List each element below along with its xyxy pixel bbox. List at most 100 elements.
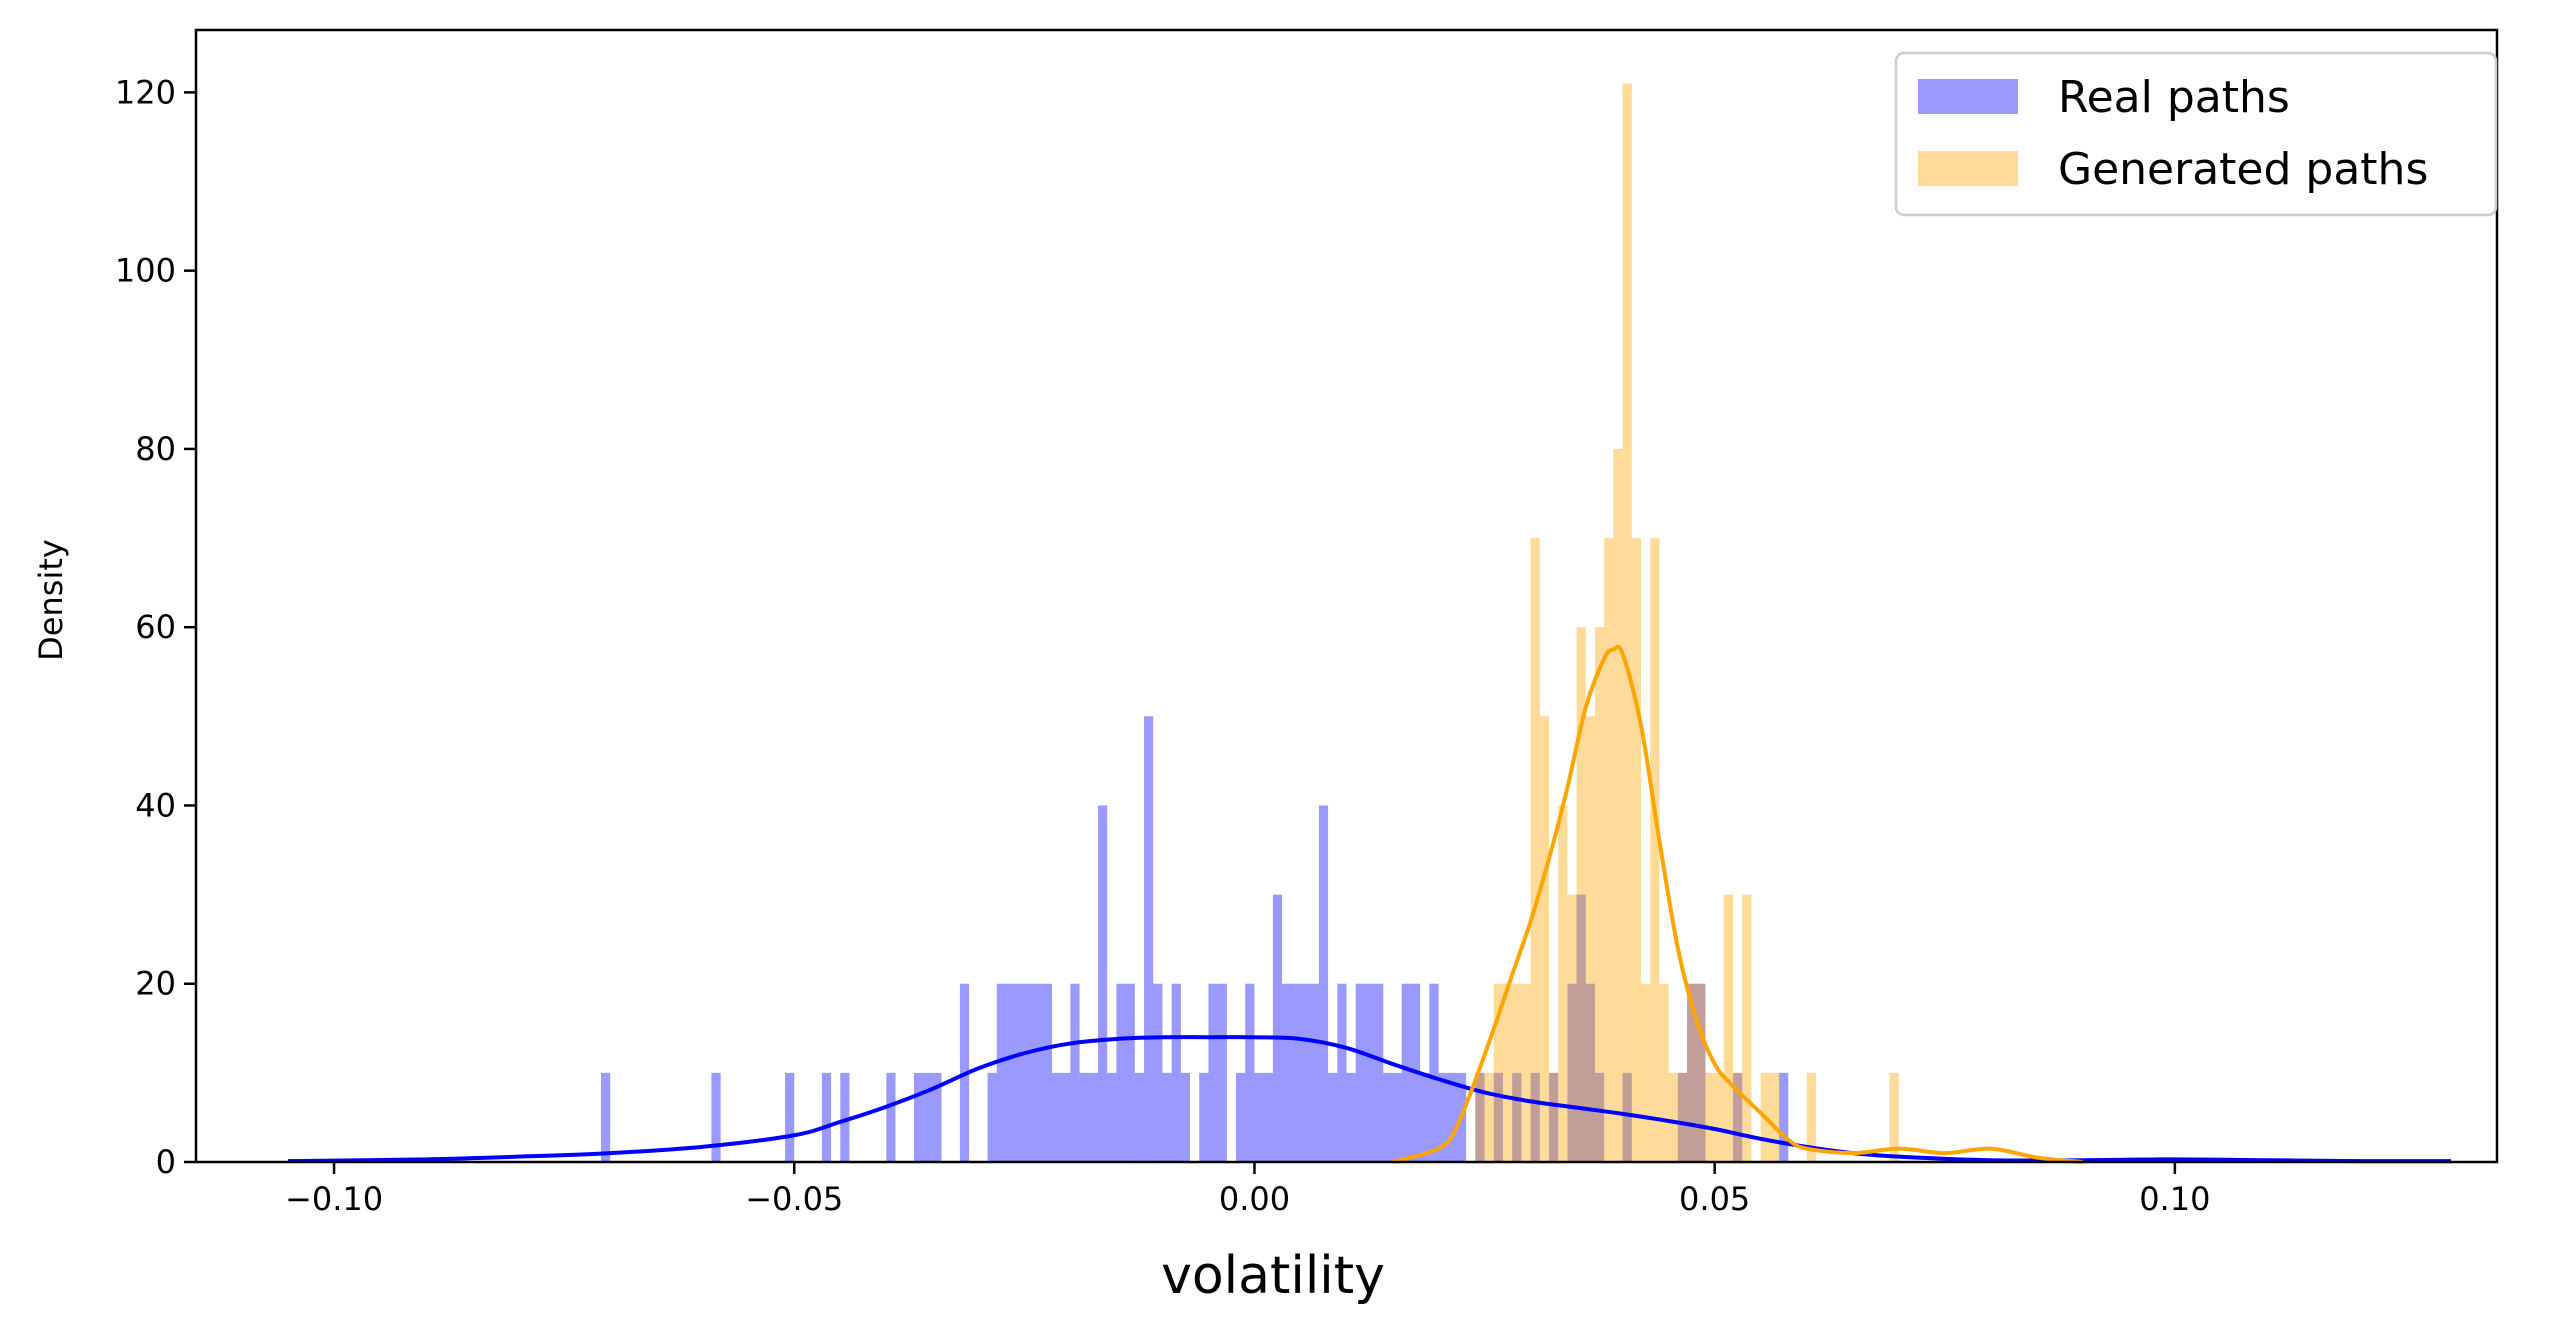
generated-paths-bar-20 (1659, 983, 1669, 1162)
real-paths-bar-1 (711, 1072, 721, 1162)
real-paths-bar-57 (1438, 1072, 1448, 1162)
y-axis-ticks: 0 20 40 60 80 100 120 (115, 73, 196, 1181)
x-tick-label: 0.05 (1679, 1180, 1750, 1218)
real-paths-bar-15 (1033, 983, 1043, 1162)
real-paths-bar-55 (1420, 1072, 1430, 1162)
real-paths-bar-22 (1097, 805, 1108, 1162)
real-paths-bar-56 (1429, 983, 1439, 1162)
real-paths-bar-0 (600, 1072, 611, 1162)
generated-paths-bar-1 (1484, 1072, 1494, 1162)
legend: Real paths Generated paths (1894, 51, 2498, 217)
real-paths-bar-53 (1401, 983, 1411, 1162)
real-paths-bar-69 (1622, 1072, 1632, 1162)
y-tick-label: 40 (135, 786, 176, 824)
generated-paths-bar-23 (1687, 983, 1697, 1162)
real-paths-bar-26 (1134, 1072, 1145, 1162)
real-paths-bar-41 (1291, 983, 1301, 1162)
real-paths-bar-4 (840, 1072, 850, 1162)
real-paths-bar-58 (1447, 1072, 1457, 1162)
real-paths-bar-63 (1530, 1072, 1540, 1162)
real-paths-bar-6 (913, 1072, 924, 1162)
x-tick-label: −0.10 (285, 1180, 383, 1218)
real-paths-bar-40 (1282, 983, 1292, 1162)
generated-paths-bar-10 (1567, 894, 1577, 1162)
plot-area-frame (194, 28, 2499, 1164)
real-paths-bar-47 (1346, 1072, 1356, 1162)
generated-paths-bar-18 (1641, 983, 1651, 1162)
real-paths-bar-29 (1162, 1072, 1172, 1162)
real-paths-bar-60 (1475, 1072, 1485, 1162)
real-paths-bar-14 (1024, 983, 1034, 1162)
generated-paths-bar-8 (1548, 1072, 1559, 1162)
real-paths-bar-10 (987, 1072, 997, 1162)
real-paths-bar-39 (1272, 894, 1283, 1162)
generated-paths-bar-12 (1585, 716, 1596, 1162)
real-paths-bar-64 (1548, 1072, 1559, 1162)
real-paths-bar-31 (1180, 1072, 1191, 1162)
y-tick-label: 120 (115, 73, 176, 111)
real-paths-bar-28 (1153, 983, 1163, 1162)
generated-paths-bar-16 (1622, 83, 1632, 1162)
real-paths-bar-5 (886, 1072, 896, 1162)
generated-paths-bar-13 (1595, 627, 1605, 1162)
generated-paths-bar-32 (1806, 1072, 1816, 1162)
generated-paths-bar-2 (1493, 983, 1503, 1162)
real-paths-bar-7 (923, 1072, 933, 1162)
legend-frame (1894, 51, 2498, 217)
real-paths-kde-line (288, 1035, 2451, 1164)
legend-swatch-generated (1918, 151, 2018, 186)
generated-paths-bar-27 (1723, 894, 1734, 1162)
x-tick-label: 0.00 (1219, 1180, 1290, 1218)
real-paths-bar-67 (1585, 983, 1596, 1162)
x-tick-label: 0.10 (2139, 1180, 2210, 1218)
real-paths-bar-72 (1696, 983, 1706, 1162)
generated-paths-bar-15 (1613, 448, 1623, 1162)
y-axis-title: Density (32, 539, 70, 661)
generated-paths-bar-6 (1530, 538, 1540, 1162)
real-paths-bar-23 (1107, 1072, 1117, 1162)
generated-paths-bar-26 (1714, 1072, 1724, 1162)
real-paths-bar-45 (1328, 1072, 1338, 1162)
generated-paths-bar-19 (1650, 538, 1660, 1162)
real-paths-bar-25 (1125, 983, 1135, 1162)
generated-paths-bar-31 (1769, 1072, 1780, 1162)
generated-paths-bar-17 (1631, 538, 1642, 1162)
y-tick-label: 100 (115, 252, 176, 290)
real-paths-bar-36 (1245, 983, 1255, 1162)
generated-paths-bar-24 (1696, 983, 1706, 1162)
real-paths-bar-52 (1392, 1072, 1402, 1162)
real-paths-bar-51 (1383, 1072, 1393, 1162)
real-paths-bar-32 (1199, 1072, 1209, 1162)
generated-paths-bar-25 (1705, 1072, 1715, 1162)
real-paths-bar-46 (1337, 983, 1347, 1162)
y-tick-label: 80 (135, 430, 176, 468)
generated-paths-bar-3 (1502, 983, 1513, 1162)
real-paths-bar-30 (1171, 983, 1181, 1162)
real-paths-bar-8 (932, 1072, 942, 1162)
real-paths-bar-49 (1364, 983, 1375, 1162)
real-paths-bar-12 (1005, 983, 1016, 1162)
real-paths-bar-38 (1263, 1072, 1273, 1162)
real-paths-bar-74 (1779, 1072, 1789, 1162)
real-paths-bar-43 (1309, 983, 1319, 1162)
y-tick-label: 0 (156, 1143, 176, 1181)
real-paths-bar-16 (1042, 983, 1052, 1162)
real-paths-bar-70 (1677, 1072, 1688, 1162)
generated-paths-bar-5 (1521, 983, 1531, 1162)
real-paths-bar-37 (1254, 1072, 1264, 1162)
real-paths-bar-62 (1512, 1072, 1522, 1162)
real-paths-bar-20 (1079, 1072, 1089, 1162)
real-paths-bar-65 (1567, 983, 1577, 1162)
real-paths-bar-42 (1300, 983, 1310, 1162)
legend-label-real: Real paths (2058, 72, 2290, 123)
real-paths-bar-71 (1687, 983, 1697, 1162)
real-paths-bar-24 (1116, 983, 1126, 1162)
real-paths-bar-17 (1051, 1072, 1062, 1162)
generated-paths-bar-21 (1668, 1072, 1678, 1162)
y-tick-label: 20 (135, 965, 176, 1003)
legend-swatch-real (1918, 79, 2018, 114)
generated-paths-kde-line (1391, 644, 2084, 1164)
generated-paths-bar-14 (1604, 538, 1614, 1162)
